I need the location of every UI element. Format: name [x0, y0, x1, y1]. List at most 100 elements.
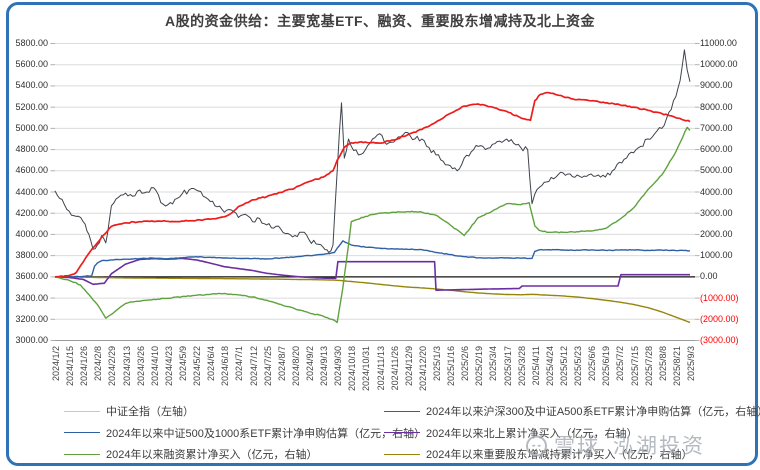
right-axis-tick-label: 0.00 — [700, 271, 718, 282]
legend-swatch-etf300 — [384, 410, 420, 412]
x-axis-tick-label: 2024/7/12 — [248, 346, 259, 387]
right-axis-tick-label: 5000.00 — [700, 165, 733, 176]
x-axis-tick-label: 2025/7/2 — [615, 346, 626, 382]
x-axis-tick-label: 2024/4/23 — [163, 346, 174, 387]
series-line-holders — [55, 276, 691, 324]
legend-swatch-csi — [64, 410, 100, 412]
series-line-etf500 — [54, 240, 691, 278]
x-axis-tick-label: 2024/10/18 — [347, 346, 358, 392]
series-line-csi — [54, 49, 691, 253]
left-axis-tick-label: 4600.00 — [15, 165, 48, 176]
right-axis-tick-label: 4000.00 — [700, 186, 733, 197]
legend-swatch-etf500 — [64, 432, 100, 433]
legend-item-margin: 2024年以来融资累计净买入（亿元，右轴） — [64, 444, 317, 464]
x-axis-tick-label: 2024/9/30 — [333, 346, 344, 387]
right-axis-tick-label: 7000.00 — [700, 122, 733, 133]
x-axis-tick-label: 2024/10/31 — [361, 346, 372, 392]
left-axis-tick-label: 5400.00 — [15, 80, 48, 91]
right-axis-tick-label: 11000.00 — [700, 38, 737, 48]
x-axis-tick-label: 2025/7/28 — [643, 346, 654, 387]
x-axis-tick-label: 2024/9/2 — [305, 346, 315, 382]
x-axis-tick-label: 2025/6/19 — [601, 346, 612, 387]
series-line-etf300 — [54, 91, 691, 278]
x-axis-tick-label: 2024/2/29 — [107, 346, 118, 387]
x-axis-tick-label: 2024/8/20 — [290, 346, 301, 387]
right-axis-tick-label: 9000.00 — [700, 80, 733, 91]
left-axis-tick-label: 4800.00 — [15, 144, 48, 155]
legend-swatch-holders — [384, 453, 420, 455]
chart-title: A股的资金供给：主要宽基ETF、融资、重要股东增减持及北上资金 — [164, 13, 596, 29]
x-axis-tick-label: 2024/1/15 — [65, 346, 76, 387]
legend-item-holders: 2024年以来重要股东增减持累计净买入（亿元，右轴） — [384, 444, 692, 464]
legend-item-etf300: 2024年以来沪深300及中证A500系ETF累计净申购估算（亿元，右轴） — [384, 401, 760, 421]
left-axis-tick-label: 3400.00 — [15, 292, 48, 303]
right-axis-tick-label: (3000.00) — [700, 335, 739, 345]
x-axis-tick-label: 2025/5/23 — [573, 346, 584, 387]
left-axis-tick-label: 3000.00 — [15, 335, 48, 345]
right-axis-tick-label: 1000.00 — [700, 250, 733, 261]
x-axis-tick-label: 2024/3/13 — [121, 346, 132, 387]
x-axis-tick-label: 2024/4/10 — [149, 346, 160, 387]
x-axis-tick-label: 2024/11/26 — [389, 346, 400, 391]
x-axis-tick-label: 2025/3/4 — [488, 346, 499, 382]
left-axis-tick-label: 3800.00 — [15, 250, 48, 261]
left-axis-tick-label: 5200.00 — [15, 101, 48, 112]
x-axis-tick-label: 2024/3/26 — [135, 346, 146, 387]
right-axis-tick-label: 8000.00 — [700, 101, 733, 112]
x-axis-tick-label: 2025/6/6 — [587, 346, 598, 382]
x-axis-tick-label: 2024/1/2 — [51, 346, 61, 382]
x-axis-tick-label: 2025/2/19 — [474, 346, 485, 387]
x-axis-tick-label: 2024/2/8 — [93, 346, 104, 382]
x-axis-tick-label: 2025/7/15 — [629, 346, 640, 387]
x-axis-tick-label: 2024/12/9 — [403, 346, 414, 387]
x-axis-tick-label: 2024/6/18 — [220, 346, 231, 387]
x-axis-tick-label: 2025/3/17 — [502, 346, 513, 387]
x-axis-tick-label: 2024/11/13 — [375, 346, 386, 391]
x-axis-tick-label: 2024/1/26 — [79, 346, 90, 387]
x-axis-tick-label: 2025/5/12 — [559, 346, 569, 387]
left-axis-tick-label: 4200.00 — [15, 207, 48, 218]
right-axis-tick-label: 3000.00 — [700, 207, 733, 218]
x-axis-tick-label: 2024/6/4 — [206, 346, 217, 382]
legend-item-etf500: 2024年以来中证500及1000系ETF累计净申购估算（亿元，右轴） — [64, 423, 425, 443]
x-axis-tick-label: 2025/8/21 — [671, 346, 682, 387]
legend-label: 2024年以来融资累计净买入（亿元，右轴） — [106, 449, 318, 461]
x-axis-tick-label: 2025/3/28 — [516, 346, 527, 387]
x-axis-tick-label: 2024/7/25 — [262, 346, 273, 387]
legend-swatch-margin — [64, 453, 100, 455]
x-axis-tick-label: 2025/1/16 — [446, 346, 457, 387]
x-axis-tick-label: 2025/8/8 — [657, 346, 668, 382]
right-axis-tick-label: 2000.00 — [700, 228, 733, 239]
x-axis-tick-label: 2025/2/6 — [460, 346, 471, 382]
legend-label: 中证全指（左轴） — [106, 406, 194, 418]
x-axis-tick-label: 2024/12/20 — [417, 346, 428, 392]
legend-label: 2024年以来重要股东增减持累计净买入（亿元，右轴） — [426, 449, 693, 461]
legend-label: 2024年以来北上累计净买入（亿元，右轴） — [426, 427, 638, 440]
legend-label: 2024年以来沪深300及中证A500系ETF累计净申购估算（亿元，右轴） — [426, 406, 760, 418]
x-axis-tick-label: 2025/9/3 — [686, 346, 696, 382]
legend-item-csi: 中证全指（左轴） — [64, 401, 194, 421]
x-axis-tick-label: 2024/9/13 — [319, 346, 330, 387]
series-line-margin — [54, 126, 691, 324]
right-axis-tick-label: (1000.00) — [700, 292, 739, 303]
x-axis-tick-label: 2025/1/3 — [432, 346, 442, 382]
left-axis-tick-label: 3200.00 — [15, 313, 48, 324]
legend-label: 2024年以来中证500及1000系ETF累计净申购估算（亿元，右轴） — [106, 427, 426, 440]
left-axis-tick-label: 3600.00 — [15, 271, 48, 282]
left-axis-tick-label: 4400.00 — [15, 186, 48, 197]
x-axis-tick-label: 2024/5/22 — [192, 346, 203, 387]
right-axis-tick-label: 6000.00 — [700, 144, 733, 155]
right-axis-tick-label: 10000.00 — [700, 59, 738, 70]
x-axis-tick-label: 2025/4/24 — [544, 346, 555, 387]
x-axis-tick-label: 2025/4/11 — [530, 346, 541, 386]
legend-item-northbound: 2024年以来北上累计净买入（亿元，右轴） — [384, 423, 637, 443]
right-axis-tick-label: (2000.00) — [700, 313, 739, 324]
left-axis-tick-label: 5800.00 — [15, 38, 48, 48]
left-axis-tick-label: 5000.00 — [15, 122, 48, 133]
left-axis-tick-label: 4000.00 — [15, 228, 48, 239]
legend-swatch-northbound — [384, 432, 420, 433]
x-axis-tick-label: 2024/7/1 — [234, 346, 245, 382]
x-axis-tick-label: 2024/5/9 — [178, 346, 188, 382]
